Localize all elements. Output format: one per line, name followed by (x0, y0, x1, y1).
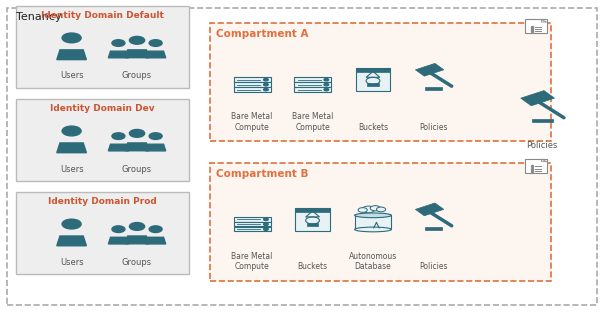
Text: Policies: Policies (526, 141, 558, 150)
Circle shape (376, 207, 385, 212)
Text: Tenancy: Tenancy (16, 12, 62, 22)
Circle shape (263, 84, 268, 86)
Polygon shape (415, 203, 444, 216)
Circle shape (112, 40, 125, 46)
FancyBboxPatch shape (16, 99, 189, 181)
Text: Identity Domain Prod: Identity Domain Prod (48, 197, 157, 206)
Circle shape (129, 130, 144, 137)
Polygon shape (146, 51, 166, 58)
Polygon shape (109, 51, 129, 58)
Circle shape (112, 226, 125, 233)
FancyBboxPatch shape (296, 208, 330, 231)
Text: Groups: Groups (122, 71, 152, 80)
Circle shape (263, 79, 268, 81)
Text: Buckets: Buckets (358, 123, 388, 132)
Circle shape (263, 223, 268, 225)
Circle shape (324, 84, 328, 86)
Text: Users: Users (59, 165, 83, 174)
Circle shape (263, 88, 268, 91)
FancyBboxPatch shape (367, 83, 379, 86)
FancyBboxPatch shape (294, 77, 331, 82)
FancyBboxPatch shape (234, 222, 271, 227)
Circle shape (62, 126, 81, 136)
FancyBboxPatch shape (294, 82, 331, 87)
Text: Buckets: Buckets (297, 262, 328, 271)
Ellipse shape (354, 227, 392, 232)
Text: Policies: Policies (419, 262, 447, 271)
FancyBboxPatch shape (532, 119, 553, 122)
FancyBboxPatch shape (307, 223, 318, 226)
Text: Bare Metal
Compute: Bare Metal Compute (292, 112, 333, 132)
Circle shape (362, 206, 375, 213)
Polygon shape (57, 143, 86, 153)
FancyBboxPatch shape (16, 192, 189, 275)
Polygon shape (57, 236, 86, 246)
Circle shape (370, 206, 381, 211)
FancyBboxPatch shape (234, 87, 271, 92)
Text: Compartment B: Compartment B (216, 169, 308, 179)
Text: Policies: Policies (419, 123, 447, 132)
FancyBboxPatch shape (424, 227, 443, 230)
Text: Autonomous
Database: Autonomous Database (349, 252, 397, 271)
Polygon shape (146, 237, 166, 244)
Circle shape (358, 208, 367, 213)
Polygon shape (146, 144, 166, 151)
FancyBboxPatch shape (234, 227, 271, 231)
Polygon shape (210, 23, 551, 141)
Circle shape (263, 218, 268, 220)
Polygon shape (125, 143, 149, 151)
Text: Groups: Groups (122, 165, 152, 174)
FancyBboxPatch shape (16, 6, 189, 88)
Polygon shape (125, 236, 149, 244)
Polygon shape (415, 64, 444, 76)
Circle shape (129, 36, 144, 44)
Circle shape (112, 133, 125, 139)
Circle shape (149, 40, 162, 46)
Polygon shape (210, 163, 551, 280)
Text: Bare Metal
Compute: Bare Metal Compute (231, 252, 273, 271)
Circle shape (149, 226, 162, 233)
Text: Compartment A: Compartment A (216, 29, 308, 39)
Polygon shape (57, 50, 86, 60)
FancyBboxPatch shape (234, 82, 271, 87)
Text: Groups: Groups (122, 258, 152, 267)
FancyBboxPatch shape (294, 87, 331, 92)
FancyBboxPatch shape (296, 208, 330, 212)
Polygon shape (541, 19, 547, 22)
Polygon shape (125, 50, 149, 58)
Circle shape (129, 223, 144, 230)
FancyBboxPatch shape (424, 87, 443, 90)
FancyBboxPatch shape (526, 159, 547, 173)
FancyBboxPatch shape (526, 19, 547, 33)
Text: Identity Domain Default: Identity Domain Default (41, 11, 164, 20)
Circle shape (149, 133, 162, 139)
FancyBboxPatch shape (356, 68, 390, 72)
Text: Bare Metal
Compute: Bare Metal Compute (231, 112, 273, 132)
Text: Users: Users (59, 258, 83, 267)
Circle shape (263, 228, 268, 230)
FancyBboxPatch shape (234, 217, 271, 222)
Circle shape (62, 219, 81, 229)
Text: Users: Users (59, 71, 83, 80)
Text: Identity Domain Dev: Identity Domain Dev (50, 104, 155, 113)
Polygon shape (109, 144, 129, 151)
Polygon shape (521, 90, 555, 106)
Polygon shape (541, 159, 547, 162)
FancyBboxPatch shape (234, 77, 271, 82)
Circle shape (62, 33, 81, 43)
FancyBboxPatch shape (356, 68, 390, 91)
FancyBboxPatch shape (354, 215, 392, 229)
Circle shape (324, 79, 328, 81)
Circle shape (324, 88, 328, 91)
Polygon shape (109, 237, 129, 244)
Ellipse shape (354, 213, 392, 218)
